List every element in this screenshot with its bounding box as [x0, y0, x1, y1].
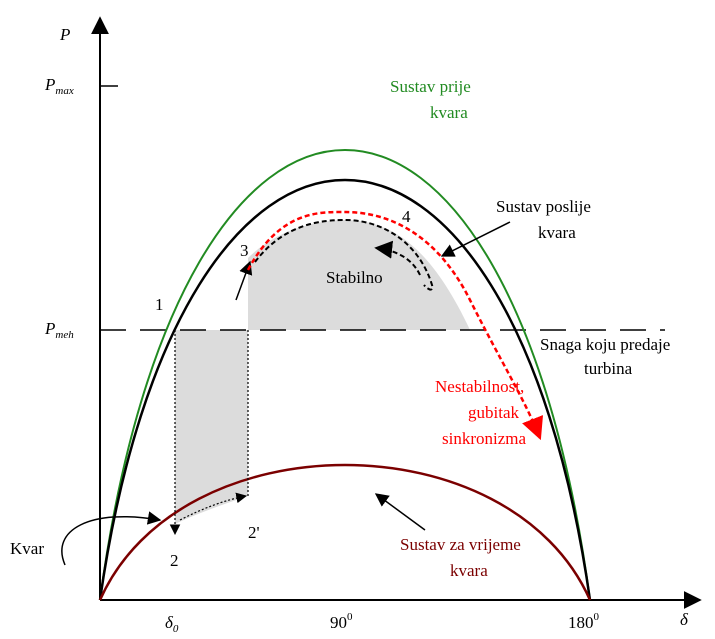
pmax-label: Pmax — [44, 75, 74, 97]
after-label-arrow — [440, 221, 511, 257]
point-3-label: 3 — [240, 241, 249, 260]
during-label-line2: kvara — [450, 561, 488, 580]
pmeh-label: Pmeh — [44, 319, 74, 341]
point-2p-label: 2' — [248, 523, 260, 542]
turbine-label-line1: Snaga koju predaje — [540, 335, 670, 354]
curve-after-fault — [98, 179, 592, 601]
fault-label: Kvar — [10, 539, 44, 558]
unstable-label-line3: sinkronizma — [442, 429, 526, 448]
x90-label: 900 — [330, 611, 353, 632]
unstable-label-line1: Nestabilnost, — [435, 377, 524, 396]
turbine-label-line2: turbina — [584, 359, 633, 378]
before-label-line2: kvara — [430, 103, 468, 122]
during-label-line1: Sustav za vrijeme — [400, 535, 521, 554]
fault-label-arrow — [61, 511, 162, 566]
unstable-path — [246, 210, 544, 441]
point-4-label: 4 — [402, 207, 411, 226]
acceleration-area — [175, 330, 248, 524]
during-label-arrow — [374, 493, 426, 531]
curve-during-fault — [98, 463, 592, 601]
after-label-line2: kvara — [538, 223, 576, 242]
point-1-label: 1 — [155, 295, 164, 314]
stable-return-arrow — [374, 240, 421, 276]
before-label-line1: Sustav prije — [390, 77, 471, 96]
stable-label: Stabilno — [326, 268, 383, 287]
deceleration-area — [248, 220, 470, 330]
after-label-line1: Sustav poslije — [496, 197, 591, 216]
unstable-label-line2: gubitak — [468, 403, 519, 422]
during-fault-move — [179, 492, 248, 521]
curve-before-fault — [99, 149, 591, 601]
x180-label: 1800 — [568, 611, 600, 632]
point-2-label: 2 — [170, 551, 179, 570]
x-axis-label: δ — [680, 610, 689, 629]
stable-swing-path — [254, 218, 434, 291]
delta0-label: δ0 — [165, 613, 179, 634]
y-axis-label: P — [59, 25, 70, 44]
